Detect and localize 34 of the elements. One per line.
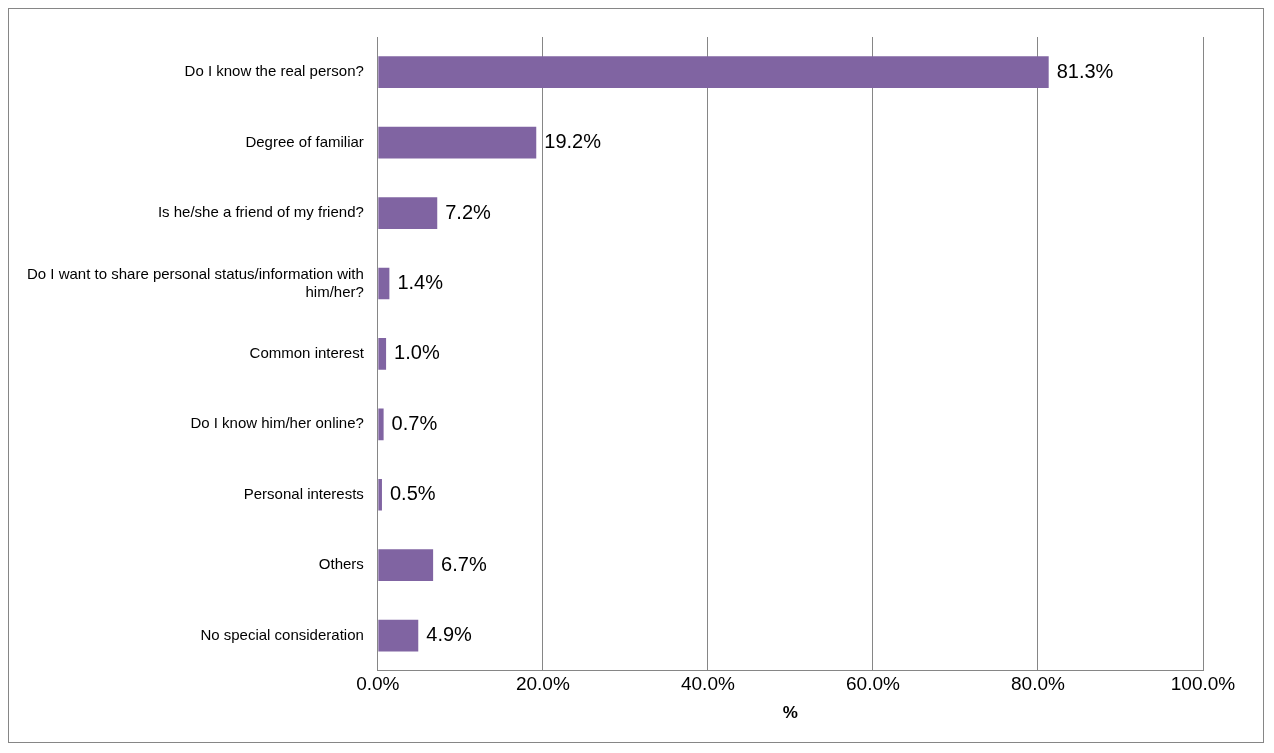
x-axis-title: % — [782, 703, 798, 723]
bar — [378, 619, 419, 652]
data-label: 81.3% — [1056, 59, 1114, 82]
data-label: 4.9% — [426, 623, 473, 646]
x-tick-label: 80.0% — [1011, 673, 1066, 695]
y-tick-label: Is he/she a friend of my friend? — [157, 203, 364, 221]
bar — [378, 549, 434, 582]
bar — [378, 126, 537, 159]
bar — [378, 197, 438, 229]
bar — [378, 267, 390, 300]
data-label: 19.2% — [544, 130, 602, 153]
y-tick-label: Do I know him/her online? — [190, 414, 364, 432]
y-tick-label: Degree of familiar — [245, 132, 364, 150]
data-label: 0.7% — [391, 411, 438, 434]
data-label: 0.5% — [389, 482, 436, 505]
bar — [378, 478, 382, 511]
x-tick-label: 20.0% — [515, 673, 570, 695]
x-tick-label: 100.0% — [1170, 673, 1236, 695]
bar — [378, 408, 384, 441]
y-tick-label: Personal interests — [243, 484, 364, 502]
data-label: 1.4% — [397, 270, 444, 293]
x-tick-label: 0.0% — [356, 673, 400, 695]
y-tick-label: Do I want to share personal status/information with him/her? — [26, 264, 364, 300]
data-label: 6.7% — [441, 552, 487, 575]
y-tick-label: Others — [318, 555, 364, 573]
bar — [378, 56, 1049, 89]
bar — [378, 338, 387, 370]
x-tick-label: 40.0% — [680, 673, 735, 695]
y-tick-label: Common interest — [249, 344, 365, 362]
data-label: 1.0% — [394, 341, 440, 364]
data-label: 7.2% — [445, 200, 492, 223]
y-tick-label: Do I know the real person? — [184, 62, 364, 80]
y-tick-label: No special consideration — [200, 625, 364, 643]
x-tick-label: 60.0% — [846, 673, 900, 695]
